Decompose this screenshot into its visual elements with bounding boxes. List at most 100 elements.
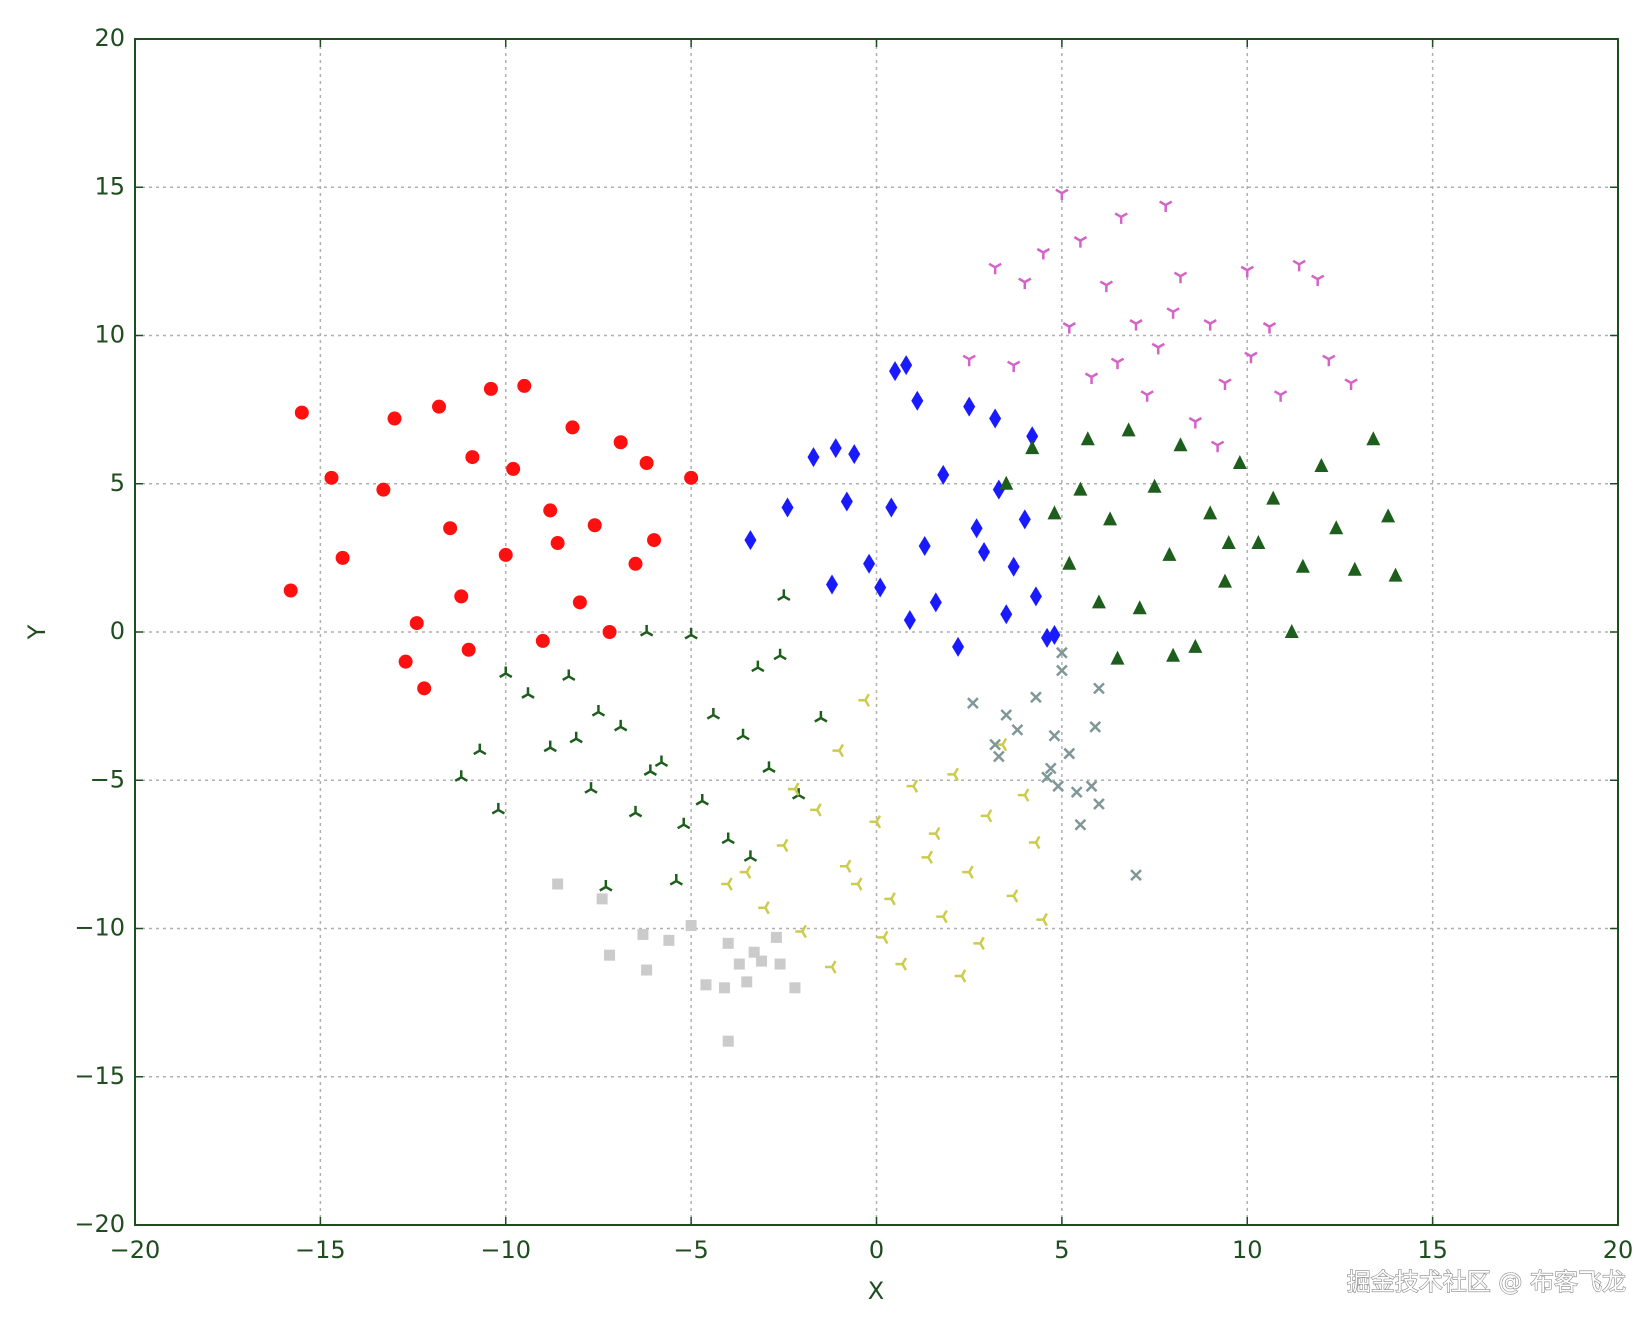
scatter-point <box>1322 354 1336 367</box>
scatter-point <box>1085 780 1098 793</box>
scatter-point <box>1129 319 1143 331</box>
y-tick-label: −5 <box>90 765 125 793</box>
scatter-point <box>596 893 608 905</box>
scatter-point <box>1314 457 1329 472</box>
scatter-point <box>1166 307 1180 319</box>
scatter-point <box>973 936 985 951</box>
scatter-point <box>721 877 733 891</box>
scatter-point <box>695 794 709 806</box>
scatter-point <box>736 728 750 741</box>
scatter-point <box>1162 546 1177 561</box>
x-tick-label: 20 <box>1603 1236 1634 1264</box>
scatter-point <box>1110 357 1125 370</box>
scatter-point <box>1080 431 1095 446</box>
scatter-point <box>294 405 309 420</box>
scatter-point <box>1036 247 1051 260</box>
scatter-point <box>773 648 787 661</box>
x-tick-label: −5 <box>673 1236 708 1264</box>
scatter-point <box>967 697 979 710</box>
scatter-point <box>928 826 941 841</box>
scatter-point <box>722 1035 734 1047</box>
scatter-point <box>1218 378 1232 390</box>
scatter-point <box>963 396 976 417</box>
plot-frame <box>134 38 1619 1226</box>
scatter-point <box>1240 265 1254 278</box>
scatter-point <box>550 536 565 551</box>
scatter-point <box>1048 624 1061 645</box>
scatter-point <box>1093 798 1105 810</box>
scatter-point <box>795 924 807 939</box>
scatter-point <box>1052 780 1065 793</box>
x-tick-label: 0 <box>869 1236 884 1264</box>
scatter-point <box>743 850 758 862</box>
scatter-point <box>1073 481 1088 496</box>
scatter-point <box>947 767 959 782</box>
scatter-point <box>970 518 983 539</box>
scatter-point <box>739 865 752 879</box>
scatter-point <box>1166 647 1181 662</box>
scatter-point <box>733 958 745 970</box>
scatter-point <box>283 583 298 598</box>
scatter-point <box>776 838 789 853</box>
y-tick-label: 5 <box>110 469 125 497</box>
scatter-point <box>491 802 506 815</box>
y-axis-label: Y <box>23 624 51 640</box>
scatter-point <box>992 750 1005 763</box>
scatter-point <box>1188 638 1203 653</box>
scatter-point <box>1055 188 1069 201</box>
scatter-point <box>521 687 535 699</box>
scatter-point <box>432 399 447 414</box>
scatter-point <box>911 390 924 411</box>
y-tick-label: 10 <box>94 321 125 349</box>
x-tick-label: −15 <box>295 1236 346 1264</box>
scatter-point <box>643 764 658 776</box>
scatter-point <box>863 553 876 574</box>
scatter-point <box>1311 274 1325 287</box>
scatter-point <box>874 577 887 598</box>
scatter-point <box>1221 535 1236 550</box>
scatter-point <box>781 497 794 518</box>
scatter-point <box>677 817 691 830</box>
scatter-point <box>647 533 662 548</box>
scatter-point <box>639 455 654 470</box>
scatter-point <box>543 740 557 753</box>
scatter-point <box>454 770 468 782</box>
scatter-point <box>848 444 861 465</box>
scatter-point <box>409 616 424 631</box>
scatter-point <box>324 470 339 485</box>
scatter-point <box>1381 508 1396 523</box>
scatter-point <box>1262 322 1277 334</box>
scatter-point <box>506 461 521 476</box>
scatter-point <box>535 633 550 648</box>
scatter-point <box>1347 561 1362 576</box>
scatter-point <box>654 755 669 768</box>
scatter-point <box>1011 723 1024 736</box>
scatter-point <box>980 809 993 823</box>
scatter-point <box>829 438 842 459</box>
scatter-point <box>903 610 916 631</box>
scatter-point <box>499 666 513 679</box>
scatter-point <box>1018 509 1031 530</box>
scatter-point <box>1232 454 1247 469</box>
scatter-point <box>1151 342 1165 355</box>
scatter-point <box>1044 762 1057 775</box>
scatter-point <box>989 408 1002 429</box>
scatter-point <box>832 743 845 758</box>
scatter-point <box>1366 431 1381 446</box>
scatter-point <box>1244 351 1258 364</box>
y-tick-label: 15 <box>94 172 125 200</box>
scatter-point <box>669 874 683 886</box>
scatter-point <box>641 964 653 976</box>
scatter-point <box>1132 600 1147 615</box>
scatter-point <box>1292 259 1306 272</box>
scatter-point <box>777 589 791 602</box>
scatter-point <box>999 475 1014 490</box>
scatter-point <box>599 879 613 892</box>
scatter-point <box>741 976 753 988</box>
scatter-point <box>685 920 697 932</box>
scatter-point <box>1006 889 1019 903</box>
scatter-point <box>840 491 853 512</box>
scatter-point <box>1099 280 1114 293</box>
scatter-point <box>1048 729 1061 742</box>
